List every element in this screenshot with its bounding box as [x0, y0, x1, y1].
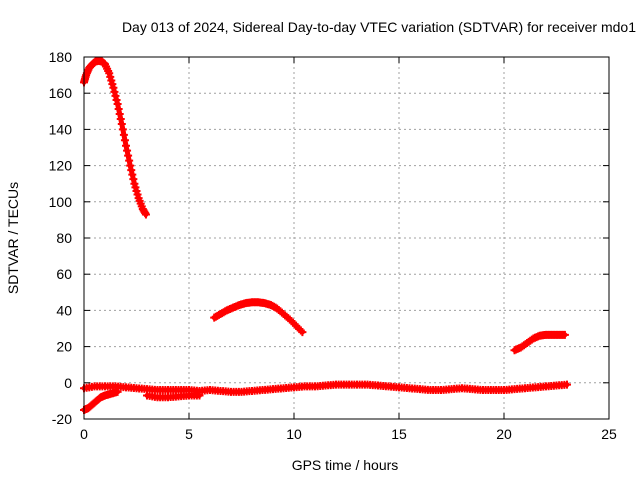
y-tick-label: 120	[49, 158, 73, 174]
x-tick-label: 10	[286, 426, 302, 442]
data-point	[128, 170, 137, 179]
data-point	[127, 166, 136, 175]
data-point	[112, 95, 121, 104]
x-tick-label: 0	[80, 426, 88, 442]
y-tick-label: 0	[64, 375, 72, 391]
y-tick-label: 140	[49, 121, 73, 137]
series-dip-segment	[143, 391, 204, 402]
x-axis-label: GPS time / hours	[292, 457, 399, 473]
data-point	[113, 387, 122, 396]
data-point	[129, 175, 138, 184]
data-point	[122, 141, 130, 150]
x-tick-label: 5	[185, 426, 193, 442]
data-point	[110, 87, 119, 96]
data-point	[296, 326, 305, 335]
y-tick-label: 100	[49, 194, 73, 210]
data-point	[120, 136, 129, 145]
data-point	[111, 91, 120, 100]
y-tick-label: 160	[49, 85, 73, 101]
y-tick-label: 80	[56, 230, 72, 246]
data-point	[113, 100, 122, 109]
data-point	[117, 119, 126, 128]
y-tick-label: 60	[56, 266, 72, 282]
y-tick-label: 20	[56, 339, 72, 355]
data-point	[119, 130, 128, 139]
data-point	[125, 156, 134, 165]
x-tick-label: 15	[391, 426, 407, 442]
data-point	[298, 328, 307, 337]
data-point	[109, 83, 118, 92]
grid	[84, 57, 609, 419]
series-baseline	[80, 380, 571, 396]
x-tick-label: 20	[496, 426, 512, 442]
data-point	[115, 110, 124, 119]
series-mid-day-arc	[210, 298, 307, 337]
data-point	[141, 210, 150, 219]
y-tick-label: -20	[52, 411, 72, 427]
data-point	[114, 105, 123, 114]
data-point	[124, 151, 133, 160]
y-tick-label: 180	[49, 49, 73, 65]
series-high-elevation-arc	[80, 56, 150, 219]
y-tick-label: 40	[56, 302, 72, 318]
data-point	[563, 380, 571, 389]
series-layer	[80, 56, 571, 414]
data-point	[123, 146, 132, 155]
axis-ticks: 0 5 10 15 20 25 -20 0 20 40 60 80 100 120 140 160 180	[49, 49, 617, 442]
series-late-arc	[510, 330, 569, 355]
y-axis-label: SDTVAR / TECUs	[5, 182, 21, 294]
x-tick-label: 25	[601, 426, 617, 442]
data-point	[126, 161, 135, 170]
data-point	[118, 125, 127, 134]
data-point	[560, 330, 569, 339]
data-point	[116, 114, 125, 123]
data-point	[195, 391, 204, 400]
chart-title: Day 013 of 2024, Sidereal Day-to-day VTE…	[122, 19, 636, 35]
